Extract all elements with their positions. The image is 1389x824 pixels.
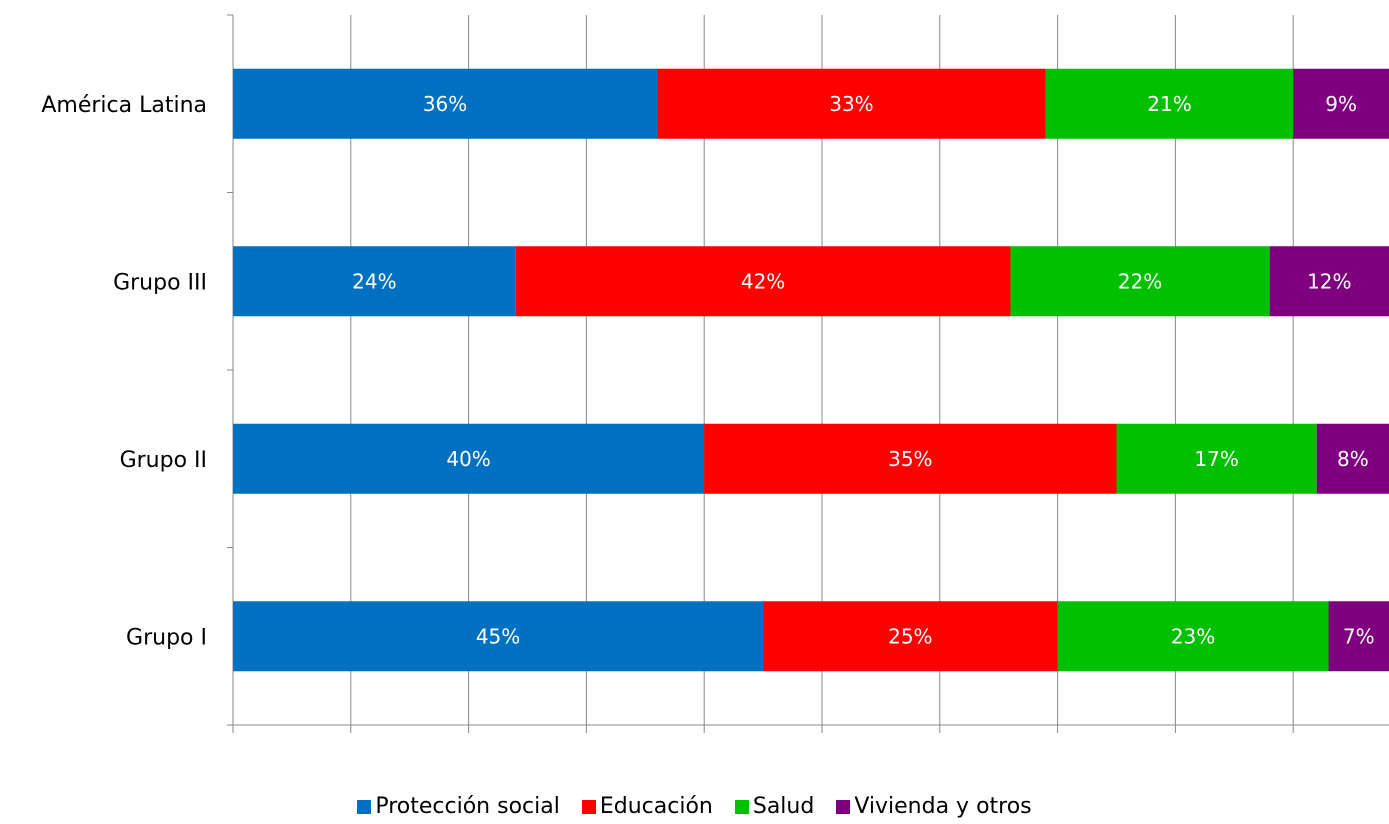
bar-segment — [233, 246, 516, 317]
bar-segment — [1328, 601, 1389, 672]
data-label: 35% — [888, 447, 932, 471]
bar-segment — [1010, 246, 1270, 317]
data-label: 7% — [1343, 624, 1375, 648]
legend-label: Protección social — [375, 794, 560, 819]
category-label: Grupo I — [126, 625, 207, 650]
bar-segment — [233, 68, 658, 139]
bar-segment — [704, 423, 1117, 494]
data-label: 33% — [829, 92, 873, 116]
legend-swatch — [734, 799, 749, 814]
legend-item: Protección social — [357, 794, 560, 819]
data-label: 40% — [446, 447, 490, 471]
bar-segment — [1045, 68, 1294, 139]
bars — [233, 68, 1389, 672]
legend-label: Salud — [752, 794, 815, 819]
bar-segment — [657, 68, 1046, 139]
data-label: 23% — [1171, 624, 1215, 648]
bar-segment — [1316, 423, 1389, 494]
data-label: 42% — [741, 269, 785, 293]
legend-item: Salud — [734, 794, 815, 819]
legend-label: Vivienda y otros — [854, 794, 1032, 819]
bar-segment — [763, 601, 1058, 672]
bar-segment — [1116, 423, 1317, 494]
data-label: 25% — [888, 624, 932, 648]
legend: Protección social Educación Salud Vivienda … — [0, 794, 1389, 819]
category-label: Grupo II — [120, 448, 207, 473]
data-label: 24% — [352, 269, 396, 293]
category-label: Grupo III — [113, 270, 207, 295]
legend-item: Vivienda y otros — [836, 794, 1032, 819]
legend-item: Educación — [581, 794, 713, 819]
data-label: 8% — [1337, 447, 1369, 471]
bar-segment — [1293, 68, 1389, 139]
bar-segment — [233, 601, 764, 672]
data-label: 45% — [476, 624, 520, 648]
legend-label: Educación — [599, 794, 713, 819]
category-label: América Latina — [41, 93, 207, 118]
legend-swatch — [581, 799, 596, 814]
bar-segment — [515, 246, 1011, 317]
bar-segment — [1269, 246, 1389, 317]
legend-swatch — [836, 799, 851, 814]
data-label: 17% — [1194, 447, 1238, 471]
data-label: 36% — [423, 92, 467, 116]
data-label: 12% — [1307, 269, 1351, 293]
data-label: 9% — [1325, 92, 1357, 116]
data-label: 21% — [1147, 92, 1191, 116]
bar-segment — [1057, 601, 1329, 672]
bar-segment — [233, 423, 705, 494]
labels: América Latina 36% 33% 21% 9% Grupo III 24% 42%… — [41, 92, 1374, 651]
data-label: 22% — [1118, 269, 1162, 293]
legend-swatch — [357, 799, 372, 814]
